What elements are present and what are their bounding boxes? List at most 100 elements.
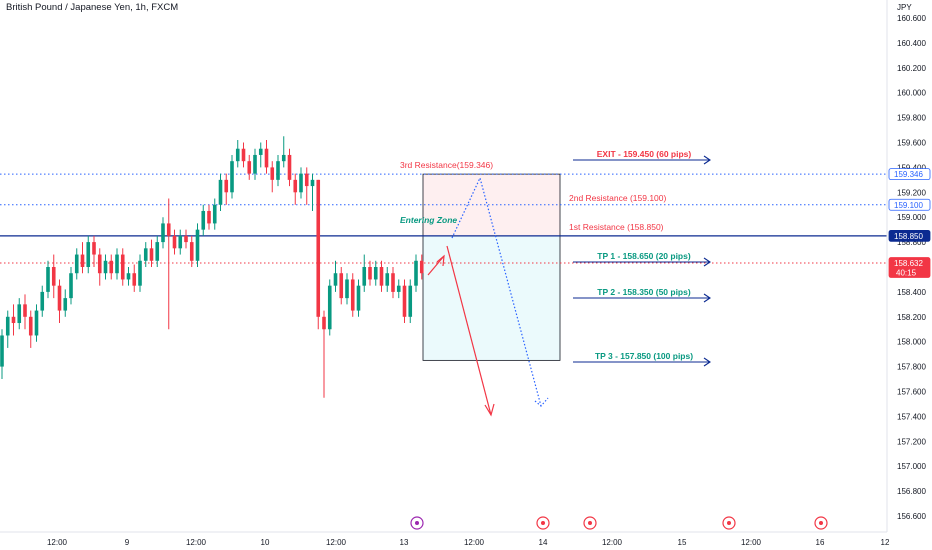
price-tick-label: 160.400: [897, 39, 926, 48]
price-tick-label: 159.400: [897, 163, 926, 172]
candle-body: [230, 161, 234, 193]
candle-body: [5, 316, 10, 336]
candle-body: [322, 316, 326, 330]
candle-body: [51, 267, 56, 286]
price-tick-label: 157.800: [897, 363, 926, 372]
price-axis: JPY 160.600 160.400 160.200 160.000 159.800 15…: [886, 0, 931, 532]
candle-body: [63, 298, 68, 311]
candle-body: [120, 254, 125, 280]
target-arrowhead: [703, 357, 711, 367]
drop-arrow: [446, 245, 492, 416]
candle-body: [115, 254, 119, 274]
target-label: TP 1 - 158.650 (20 pips): [597, 251, 691, 261]
candle-body: [17, 304, 22, 324]
time-tick-label: 13: [400, 538, 409, 547]
candle-body: [379, 267, 384, 286]
target-label: TP 3 - 157.850 (100 pips): [595, 351, 693, 361]
candle-body: [224, 179, 229, 193]
price-badge-value: 158.850: [894, 232, 923, 241]
candle-body: [212, 204, 217, 224]
candle-body: [362, 267, 367, 286]
candle-body: [74, 254, 79, 274]
candle-body: [402, 285, 407, 317]
candle-body: [339, 273, 344, 299]
candle-body: [270, 167, 275, 180]
entry-arrowhead: [436, 254, 445, 267]
candle-body: [350, 279, 355, 311]
event-marker-dot-icon: [819, 521, 823, 525]
price-tick-label: 156.800: [897, 487, 926, 496]
time-axis: 12:00 9 12:00 10 12:00 13 12:00 14 12:00 15 12:00 1…: [0, 516, 890, 547]
price-tick-label: 157.600: [897, 388, 926, 397]
time-tick-label: 12:00: [326, 538, 347, 547]
candle-body: [28, 316, 33, 336]
currency-label: JPY: [897, 3, 912, 12]
candle-body: [86, 242, 91, 267]
price-tick-label: 157.400: [897, 412, 926, 421]
price-badge: [888, 198, 931, 211]
candle-body: [201, 210, 206, 230]
chart-title: British Pound / Japanese Yen, 1h, FXCM: [6, 2, 179, 13]
target-label: EXIT - 159.450 (60 pips): [597, 149, 692, 159]
candle-body: [247, 161, 252, 174]
price-badge-countdown: 40:15: [896, 269, 917, 278]
candle-body: [293, 179, 298, 193]
candle-body: [57, 285, 62, 311]
price-tick-label: 160.600: [897, 14, 926, 23]
price-tick-label: 156.600: [897, 512, 926, 521]
candle-body: [258, 148, 263, 155]
price-badge-value: 159.346: [894, 170, 923, 179]
target-arrowhead: [703, 257, 711, 267]
event-marker-dot-icon: [727, 521, 731, 525]
time-tick-label: 12:00: [464, 538, 485, 547]
candle-body: [241, 148, 246, 162]
price-tick-label: 158.200: [897, 313, 926, 322]
levels-layer: [0, 173, 887, 264]
annotation-layer: 3rd Resistance(159.346) 2nd Resistance (1…: [400, 149, 711, 417]
time-tick-label: 14: [539, 538, 548, 547]
candle-body: [235, 148, 240, 162]
candle-body: [281, 154, 286, 162]
candle-body: [304, 173, 309, 187]
candle-body: [132, 273, 137, 286]
position-box-layer: [422, 173, 561, 361]
price-tick-label: 160.200: [897, 64, 926, 73]
entering-zone-label: Entering Zone: [400, 215, 457, 225]
candle-body: [109, 260, 114, 274]
candle-body: [218, 179, 223, 205]
projection-path: [451, 176, 542, 407]
candle-body: [419, 260, 424, 274]
price-badge-value: 158.632: [894, 259, 923, 268]
time-tick-label: 12:00: [741, 538, 762, 547]
candle-body: [316, 179, 321, 317]
candle-body: [155, 242, 160, 261]
candle-body: [178, 235, 183, 249]
first-resistance-label: 1st Resistance (158.850): [569, 222, 664, 232]
candle-body: [189, 242, 194, 261]
target-arrowhead: [703, 155, 711, 165]
candle-body: [80, 254, 85, 267]
candle-body: [184, 235, 188, 243]
candle-body: [172, 235, 177, 249]
third-resistance-label: 3rd Resistance(159.346): [400, 160, 493, 170]
candle-body: [40, 291, 45, 311]
price-tick-label: 158.400: [897, 288, 926, 297]
price-tick-label: 157.200: [897, 437, 926, 446]
candle-body: [414, 260, 418, 286]
price-tick-label: 159.800: [897, 114, 926, 123]
time-tick-label: 15: [678, 538, 687, 547]
candle-body: [161, 223, 165, 243]
target-zone: [423, 235, 560, 361]
event-marker-dot-icon: [415, 521, 419, 525]
stop-zone: [423, 174, 560, 236]
candle-body: [385, 273, 390, 286]
candle-body: [103, 260, 108, 274]
drop-arrowhead: [484, 403, 495, 417]
candle-body: [391, 273, 395, 292]
candle-body: [23, 304, 27, 317]
candle-body: [287, 154, 292, 180]
time-tick-label: 12:00: [602, 538, 623, 547]
price-tick-label: 157.000: [897, 462, 926, 471]
candle-body: [166, 223, 171, 236]
